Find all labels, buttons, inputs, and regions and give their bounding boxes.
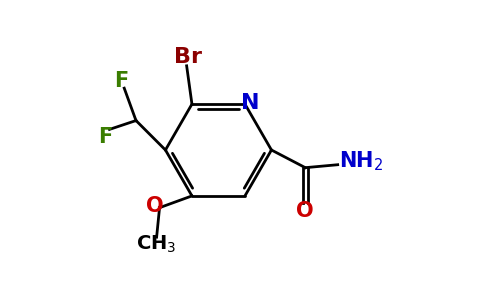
Text: O: O	[297, 201, 314, 221]
Text: NH$_2$: NH$_2$	[339, 149, 384, 173]
Text: Br: Br	[174, 47, 202, 67]
Text: N: N	[241, 93, 259, 112]
Text: O: O	[146, 196, 164, 216]
Text: F: F	[98, 127, 112, 147]
Text: CH$_3$: CH$_3$	[136, 234, 177, 255]
Text: F: F	[114, 71, 128, 91]
